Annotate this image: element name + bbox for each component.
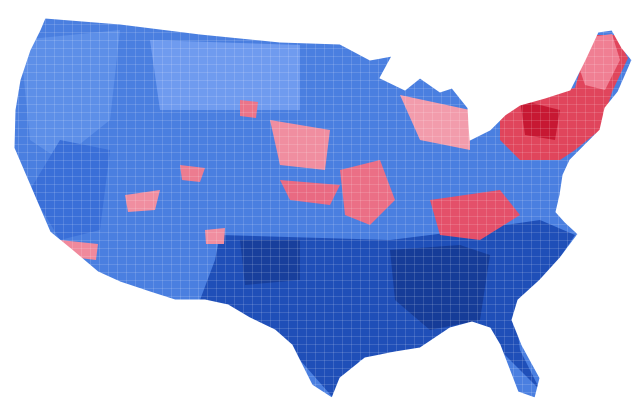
national-border [13, 17, 633, 399]
